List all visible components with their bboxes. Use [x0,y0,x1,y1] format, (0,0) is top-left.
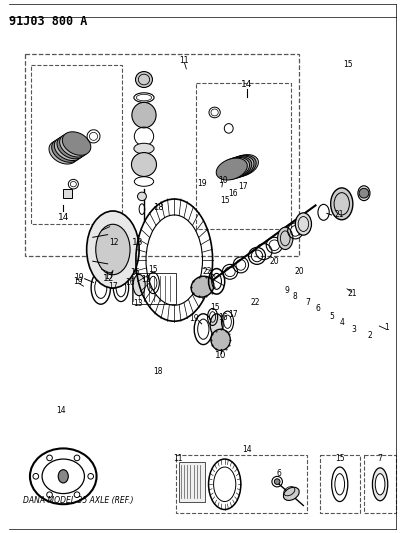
Ellipse shape [58,470,68,483]
Ellipse shape [225,155,256,177]
Ellipse shape [138,192,146,200]
Bar [132,273,176,304]
Ellipse shape [227,155,258,176]
Text: 16: 16 [218,313,228,322]
Ellipse shape [221,157,252,179]
Text: 15: 15 [343,60,353,69]
Ellipse shape [54,137,83,160]
Text: 14: 14 [242,445,252,454]
Ellipse shape [62,132,91,155]
Text: 2: 2 [368,331,372,340]
Circle shape [359,188,369,198]
Ellipse shape [132,102,156,128]
Text: 9: 9 [285,286,290,295]
Ellipse shape [191,276,214,297]
Ellipse shape [60,134,88,157]
Text: 19: 19 [75,272,84,281]
Ellipse shape [330,188,353,220]
Ellipse shape [223,156,254,178]
Text: 16: 16 [125,278,135,287]
Ellipse shape [373,468,388,500]
Text: 15: 15 [141,275,151,284]
Ellipse shape [52,139,80,163]
Ellipse shape [49,141,77,164]
Text: 21: 21 [347,288,356,297]
Text: 11: 11 [179,56,189,65]
Text: 12: 12 [103,273,115,282]
Text: 5: 5 [329,312,334,321]
Text: 7: 7 [377,454,383,463]
Ellipse shape [295,213,311,235]
Text: 16: 16 [228,189,238,198]
Ellipse shape [218,157,249,180]
Ellipse shape [375,474,385,495]
Text: 14: 14 [56,407,66,416]
Text: 16: 16 [130,269,140,277]
Text: 12: 12 [109,238,118,247]
Ellipse shape [216,158,247,180]
Circle shape [274,479,280,484]
Text: 17: 17 [108,281,118,290]
Ellipse shape [96,224,130,274]
Ellipse shape [133,274,145,296]
Text: 3: 3 [352,325,356,334]
Bar [179,462,205,502]
Text: 10: 10 [218,176,228,185]
Text: 13: 13 [133,299,143,308]
Text: 18: 18 [153,367,163,376]
Text: 19: 19 [197,179,207,188]
Ellipse shape [57,135,85,159]
Ellipse shape [132,152,156,176]
Text: 15: 15 [149,265,158,273]
Ellipse shape [211,329,230,350]
Ellipse shape [284,487,299,500]
Text: 19: 19 [73,277,83,286]
Ellipse shape [87,211,139,288]
Text: 11: 11 [173,454,183,463]
Text: 17: 17 [228,310,238,319]
Ellipse shape [210,314,223,336]
Text: DANA MODEL 35 AXLE (REF.): DANA MODEL 35 AXLE (REF.) [23,496,134,505]
Text: 20: 20 [270,257,279,265]
Text: 21: 21 [335,210,345,219]
Bar [63,189,72,198]
Text: 19: 19 [190,314,199,323]
Text: 22: 22 [250,298,260,307]
Text: 14: 14 [241,80,253,90]
Text: 8: 8 [293,292,298,301]
Text: 17: 17 [104,271,114,280]
Text: 14: 14 [58,213,69,222]
Ellipse shape [277,227,293,249]
Text: 7: 7 [305,297,310,306]
Text: 20: 20 [294,268,304,276]
Text: 13: 13 [132,238,144,247]
Text: 91J03 800 A: 91J03 800 A [9,15,87,28]
Text: 1: 1 [384,323,388,332]
Text: 6: 6 [277,469,281,478]
Ellipse shape [358,186,370,200]
Text: 15: 15 [335,454,345,463]
Text: 15: 15 [220,196,230,205]
Text: 10: 10 [215,351,226,360]
Ellipse shape [134,143,154,154]
Text: 22: 22 [202,268,212,276]
Text: 15: 15 [210,303,220,312]
Text: 17: 17 [238,182,248,191]
Ellipse shape [136,71,152,87]
Text: 6: 6 [315,304,320,313]
Text: 18: 18 [153,203,163,212]
Text: 4: 4 [339,318,344,327]
